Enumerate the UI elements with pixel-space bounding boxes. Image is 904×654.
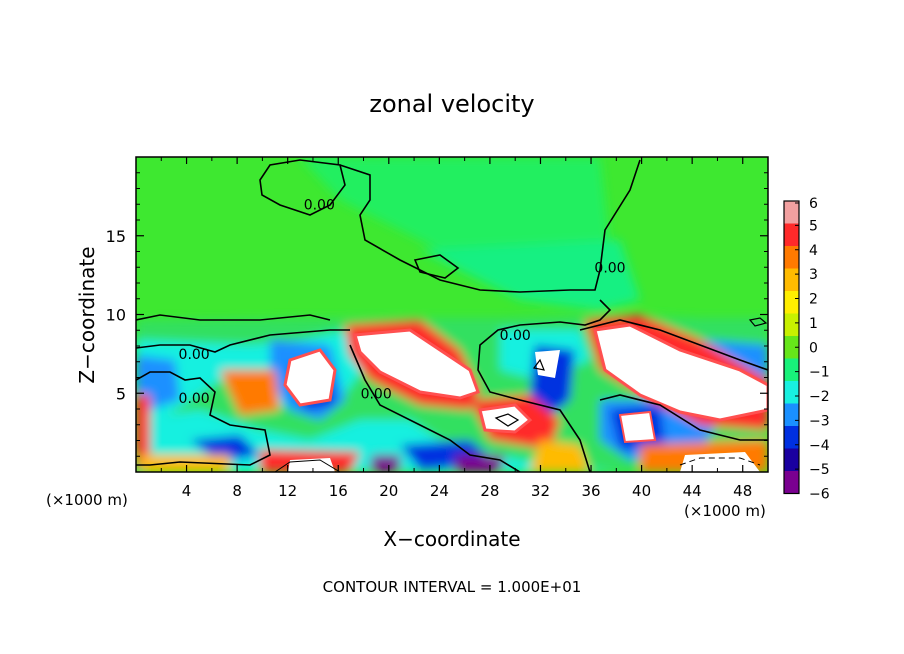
x-tick-label: 32 bbox=[531, 482, 550, 500]
colorbar-swatch bbox=[784, 381, 799, 404]
x-tick-label: 16 bbox=[329, 482, 348, 500]
x-tick-label: 24 bbox=[430, 482, 449, 500]
colorbar-label: 4 bbox=[809, 243, 818, 259]
colorbar-label: 2 bbox=[809, 292, 818, 308]
colorbar-swatch bbox=[784, 313, 799, 336]
colorbar-label: 1 bbox=[809, 316, 818, 332]
x-tick-label: 12 bbox=[278, 482, 297, 500]
contour-label: 0.00 bbox=[179, 391, 210, 407]
colorbar-label: −5 bbox=[809, 462, 830, 478]
x-tick-label: 20 bbox=[379, 482, 398, 500]
colorbar-swatch bbox=[784, 426, 799, 449]
saturated-cores bbox=[283, 323, 768, 472]
y-tick-label: 5 bbox=[116, 384, 126, 403]
colorbar-swatch bbox=[784, 201, 799, 224]
colorbar-swatch bbox=[784, 291, 799, 314]
x-tick-label: 28 bbox=[480, 482, 499, 500]
contour-label: 0.00 bbox=[361, 386, 392, 402]
x-tick-label: 44 bbox=[683, 482, 702, 500]
y-axis: 5 10 15 bbox=[106, 172, 768, 457]
y-tick-label: 15 bbox=[106, 227, 126, 246]
y-axis-title: Z−coordinate bbox=[75, 246, 99, 383]
plot-area: 0.00 0.00 0.00 0.00 0.00 0.00 bbox=[136, 157, 768, 472]
x-tick-label: 48 bbox=[733, 482, 752, 500]
x-tick-label: 36 bbox=[581, 482, 600, 500]
x-unit-left: (×1000 m) bbox=[46, 491, 128, 509]
x-tick-label: 8 bbox=[232, 482, 242, 500]
contour-label: 0.00 bbox=[594, 260, 625, 276]
colorbar-swatch bbox=[784, 403, 799, 426]
colorbar-label: 3 bbox=[809, 267, 818, 283]
colorbar-swatch bbox=[784, 448, 799, 471]
colorbar-label: −3 bbox=[809, 413, 830, 429]
chart-title: zonal velocity bbox=[369, 90, 534, 118]
colorbar-label: −6 bbox=[809, 487, 830, 503]
colorbar-swatch bbox=[784, 246, 799, 269]
colorbar-label: 0 bbox=[809, 340, 818, 356]
contour-label: 0.00 bbox=[179, 347, 210, 363]
contour-lines bbox=[136, 159, 768, 472]
y-tick-label: 10 bbox=[106, 306, 126, 325]
colorbar-label: −1 bbox=[809, 365, 830, 381]
colorbar-swatch bbox=[784, 223, 799, 246]
contour-label: 0.00 bbox=[304, 197, 335, 213]
x-axis: 4 8 12 16 20 24 28 32 36 40 44 48 bbox=[160, 157, 752, 500]
x-unit-right: (×1000 m) bbox=[684, 502, 766, 520]
colorbar-swatch bbox=[784, 358, 799, 381]
contour-labels: 0.00 0.00 0.00 0.00 0.00 0.00 bbox=[179, 197, 626, 407]
colorbar-swatch bbox=[784, 268, 799, 291]
contour-interval-note: CONTOUR INTERVAL = 1.000E+01 bbox=[323, 578, 582, 596]
x-tick-label: 40 bbox=[632, 482, 651, 500]
colorbar-label: 5 bbox=[809, 218, 818, 234]
colorbar: 6 5 4 3 2 1 0 −1 −2 −3 −4 −5 −6 bbox=[783, 196, 830, 503]
colorbar-swatch bbox=[784, 336, 799, 359]
colorbar-label: 6 bbox=[809, 196, 818, 212]
colorbar-label: −2 bbox=[809, 389, 830, 405]
x-tick-label: 4 bbox=[182, 482, 192, 500]
colorbar-label: −4 bbox=[809, 438, 830, 454]
x-axis-title: X−coordinate bbox=[383, 527, 520, 551]
contour-label: 0.00 bbox=[500, 328, 531, 344]
colorbar-swatch bbox=[784, 471, 799, 494]
